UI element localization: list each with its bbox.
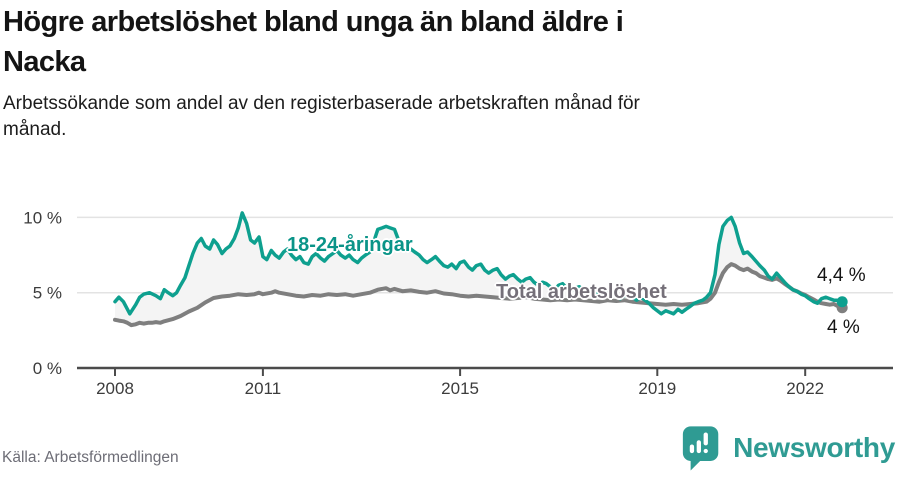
y-tick-label-10 %: 10 % bbox=[23, 208, 62, 227]
end-value-label-young: 4,4 % bbox=[817, 265, 866, 286]
end-value-label-total: 4 % bbox=[827, 317, 860, 338]
x-tick-label-2015: 2015 bbox=[441, 379, 479, 398]
series-label-total: Total arbetslöshet bbox=[496, 281, 667, 303]
newsworthy-logo: Newsworthy bbox=[682, 424, 895, 472]
x-tick-label-2022: 2022 bbox=[786, 379, 824, 398]
series-label-young: 18-24-åringar bbox=[287, 234, 413, 256]
x-tick-label-2008: 2008 bbox=[96, 379, 134, 398]
newsworthy-logo-text: Newsworthy bbox=[733, 432, 895, 463]
newsworthy-speech-bubble-barchart-icon bbox=[682, 426, 719, 471]
chart-header: Högre arbetslöshet bland unga än bland ä… bbox=[3, 0, 897, 142]
y-tick-label-0 %: 0 % bbox=[33, 359, 62, 378]
page-title-line1: Högre arbetslöshet bland unga än bland ä… bbox=[3, 6, 624, 38]
band-between-series bbox=[115, 212, 843, 326]
chart-subtitle-line2: månad. bbox=[3, 118, 67, 140]
line-18-24-aringar bbox=[113, 211, 844, 316]
chart-subtitle: Arbetssökande som andel av den registerb… bbox=[3, 82, 897, 142]
chart-subtitle-line1: Arbetssökande som andel av den registerb… bbox=[3, 93, 640, 115]
line-total-arbetsloshet bbox=[113, 262, 845, 328]
x-tick-label-2019: 2019 bbox=[638, 379, 676, 398]
page-title-line2: Nacka bbox=[3, 46, 86, 79]
end-dot-young bbox=[836, 296, 848, 308]
x-tick-label-2011: 2011 bbox=[245, 379, 282, 398]
y-tick-label-5 %: 5 % bbox=[33, 284, 62, 303]
page-title: Högre arbetslöshet bland unga än bland ä… bbox=[3, 0, 897, 82]
source-attribution: Källa: Arbetsförmedlingen bbox=[2, 449, 179, 466]
